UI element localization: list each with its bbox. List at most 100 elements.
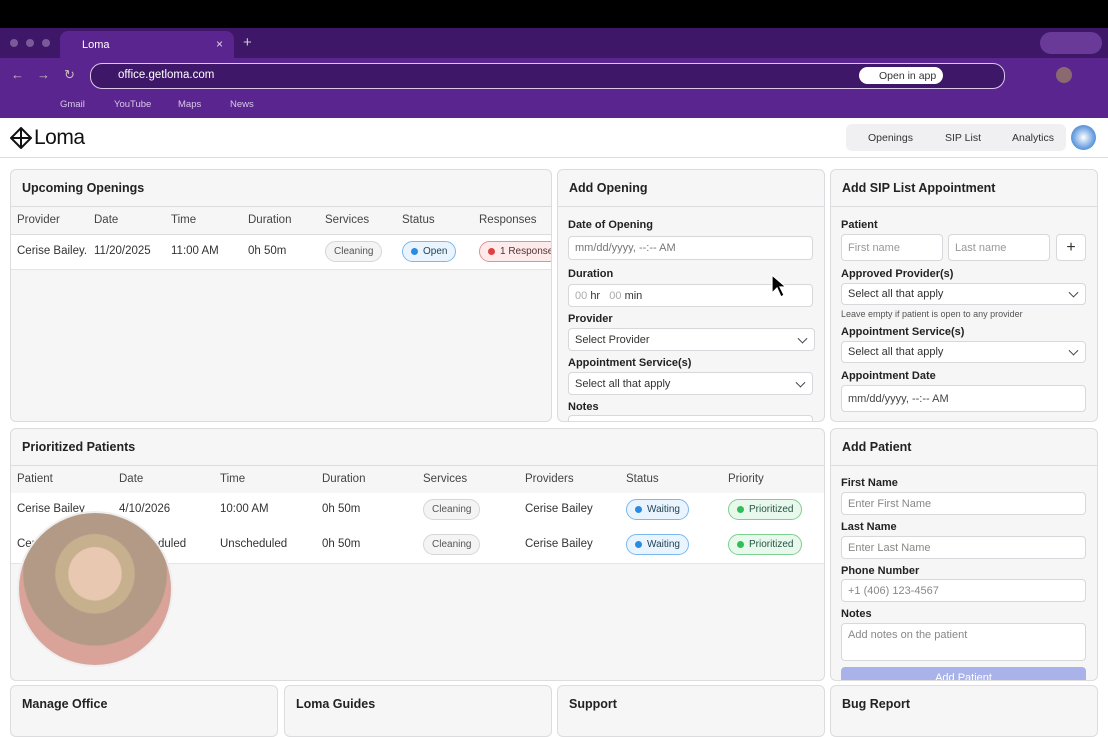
notes-input[interactable]: Add notes on the patient <box>841 623 1086 661</box>
field-label: First Name <box>841 477 898 489</box>
column-header: Time <box>171 214 197 226</box>
first-name-input[interactable]: First name <box>841 234 943 261</box>
url: office.getloma.com <box>118 69 215 81</box>
screen-top <box>0 0 1108 28</box>
status-dot <box>737 541 744 548</box>
badge-label: Open <box>423 246 448 257</box>
open-in-app[interactable]: Open in app <box>859 67 943 84</box>
badge-label: 1 Response <box>500 246 552 257</box>
card-title: Prioritized Patients <box>22 440 136 454</box>
nav-item[interactable]: Analytics <box>1012 132 1055 144</box>
logo-icon <box>10 127 32 149</box>
avatar[interactable] <box>1071 125 1096 150</box>
services-select[interactable]: Select all that apply <box>841 341 1086 363</box>
placeholder: Last name <box>955 241 1007 254</box>
table-cell: 10:00 AM <box>220 503 269 515</box>
tab-bar: Loma × + <box>0 28 1108 58</box>
nav: Openings SIP List Analytics <box>846 124 1066 151</box>
table-cell: 0h 50m <box>322 538 361 550</box>
placeholder: mm/dd/yyyy, --:-- AM <box>848 392 949 405</box>
table-cell: 0h 50m <box>322 503 361 515</box>
column-header: Duration <box>248 214 292 226</box>
first-name-input[interactable]: Enter First Name <box>841 492 1086 515</box>
add-patient-button[interactable]: Add Patient <box>841 667 1086 681</box>
table-row[interactable] <box>11 235 551 270</box>
add-button[interactable]: + <box>1056 234 1086 261</box>
field-label: Phone Number <box>841 565 920 577</box>
minutes-unit: min <box>624 289 643 302</box>
badge: 1 Response <box>479 241 552 262</box>
column-header: Priority <box>728 473 764 485</box>
status-dot <box>635 541 642 548</box>
column-header: Duration <box>322 473 366 485</box>
tab[interactable]: Loma × <box>60 31 234 58</box>
column-header: Status <box>402 214 435 226</box>
badge: Waiting <box>626 499 689 520</box>
services-select[interactable]: Select all that apply <box>568 372 813 395</box>
column-header: Time <box>220 473 246 485</box>
forward[interactable]: → <box>37 67 50 82</box>
divider <box>11 234 551 235</box>
bookmark[interactable]: Gmail <box>60 99 85 110</box>
notes-input[interactable] <box>568 415 813 421</box>
divider <box>558 206 824 207</box>
date-input[interactable]: mm/dd/yyyy, --:-- AM <box>841 385 1086 412</box>
column-header: Services <box>325 214 370 226</box>
bookmark[interactable]: News <box>230 99 254 110</box>
provider-select[interactable]: Select Provider <box>568 328 815 351</box>
date-input[interactable]: mm/dd/yyyy, --:-- AM <box>568 236 813 260</box>
column-header: Provider <box>17 214 60 226</box>
phone-input[interactable]: +1 (406) 123-4567 <box>841 579 1086 602</box>
tab-title: Loma <box>82 39 110 51</box>
field-label: Date of Opening <box>568 219 653 231</box>
status-dot <box>635 506 642 513</box>
duration-input[interactable]: 00 hr 00 min <box>568 284 813 307</box>
table-cell: 0h 50m <box>248 245 287 257</box>
field-label: Notes <box>841 608 872 620</box>
providers-select[interactable]: Select all that apply <box>841 283 1086 305</box>
placeholder: +1 (406) 123-4567 <box>848 584 939 597</box>
nav-item[interactable]: SIP List <box>945 132 981 144</box>
bottom-card: Bug Report <box>830 685 1098 737</box>
column-header: Patient <box>17 473 53 485</box>
card-title: Add Patient <box>842 440 912 454</box>
last-name-input[interactable]: Last name <box>948 234 1050 261</box>
window-controls <box>10 39 18 47</box>
badge: Prioritized <box>728 499 803 520</box>
card-title: Bug Report <box>842 697 911 711</box>
assistant-button[interactable] <box>1040 32 1102 54</box>
placeholder: Select all that apply <box>848 288 944 300</box>
new-tab[interactable]: + <box>243 34 252 51</box>
address-bar[interactable]: office.getloma.com Open in app <box>90 63 1005 89</box>
status-dot <box>411 248 418 255</box>
bookmark[interactable]: YouTube <box>114 99 152 110</box>
card-title: Manage Office <box>22 697 108 711</box>
badge: Cleaning <box>423 534 481 555</box>
hours-unit: hr <box>590 289 601 302</box>
bookmark[interactable]: Maps <box>178 99 202 110</box>
button-label: Add Patient <box>935 672 992 681</box>
minutes: 00 <box>609 289 622 302</box>
tab-close[interactable]: × <box>216 37 224 51</box>
placeholder: Enter First Name <box>848 497 932 510</box>
column-header: Providers <box>525 473 574 485</box>
reload[interactable]: ↻ <box>64 67 75 82</box>
hours: 00 <box>575 289 588 302</box>
last-name-input[interactable]: Enter Last Name <box>841 536 1086 559</box>
back[interactable]: ← <box>11 67 24 82</box>
placeholder: Select Provider <box>575 333 650 346</box>
field-label: Appointment Service(s) <box>568 357 692 369</box>
field-label: Notes <box>568 401 599 413</box>
hint: Leave empty if patient is open to any pr… <box>841 309 1023 319</box>
field-label: Appointment Service(s) <box>841 326 965 338</box>
nav-item[interactable]: Openings <box>868 132 913 144</box>
toolbar: ← → ↻ office.getloma.com Open in app Gma… <box>0 58 1108 118</box>
bottom-card: Loma Guides <box>284 685 552 737</box>
upcoming-openings-card: Upcoming Openings Provider Date Time Durati… <box>10 169 552 422</box>
field-label: Approved Provider(s) <box>841 268 954 280</box>
add-patient-card: Add Patient First Name Enter First Name … <box>830 428 1098 681</box>
table-cell: 11/20/2025 <box>94 245 151 257</box>
profile[interactable] <box>1056 67 1072 83</box>
column-header: Services <box>423 473 468 485</box>
badge: Prioritized <box>728 534 803 555</box>
